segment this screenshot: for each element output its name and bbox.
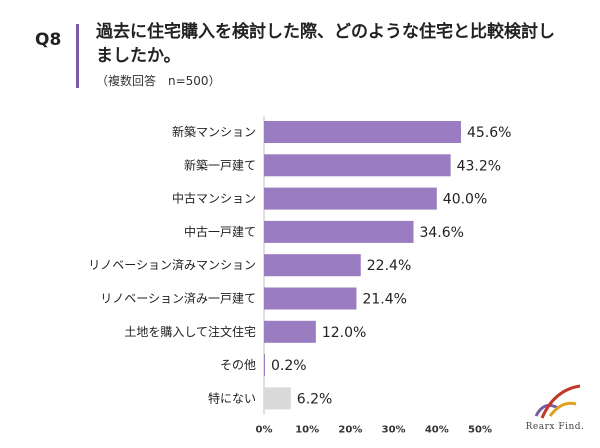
category-label: 新築一戸建て [184, 157, 256, 172]
category-label: 土地を購入して注文住宅 [124, 324, 256, 339]
data-label: 6.2% [297, 391, 333, 407]
accent-divider [76, 24, 79, 88]
bar [264, 387, 291, 410]
category-label: 中古一戸建て [184, 224, 256, 239]
bar [264, 254, 361, 277]
data-label: 34.6% [419, 225, 463, 241]
logo-text: Rearx Find. [525, 422, 585, 432]
bar [264, 121, 461, 143]
data-label: 21.4% [362, 292, 406, 308]
bar [264, 320, 316, 343]
category-label: 新築マンション [172, 124, 256, 139]
data-label: 40.0% [443, 192, 487, 208]
category-label: その他 [220, 358, 256, 372]
data-label: 12.0% [322, 325, 366, 341]
chart-title: 過去に住宅購入を検討した際、どのような住宅と比較検討しましたか。 [96, 22, 555, 66]
chart-subtitle: （複数回答 n=500） [96, 74, 221, 88]
x-tick-label: 0% [256, 424, 273, 435]
bar [264, 354, 265, 377]
x-tick-label: 30% [382, 424, 406, 435]
logo-mark-icon [534, 384, 581, 419]
category-label: リノベーション済み一戸建て [100, 291, 256, 306]
data-label: 22.4% [367, 258, 411, 274]
x-tick-label: 20% [338, 424, 362, 435]
bar [264, 220, 414, 243]
x-tick-label: 10% [295, 424, 319, 435]
bar [264, 154, 451, 177]
brand-logo: Rearx Find. [520, 378, 590, 440]
question-number: Q8 [35, 30, 62, 50]
category-label: 特にない [208, 390, 256, 405]
data-label: 0.2% [271, 358, 307, 374]
category-label: 中古マンション [172, 191, 256, 206]
category-label: リノベーション済みマンション [88, 257, 256, 272]
data-label: 45.6% [467, 125, 511, 141]
bar [264, 287, 357, 310]
x-tick-label: 40% [425, 424, 449, 435]
bar [264, 187, 437, 210]
data-label: 43.2% [457, 158, 501, 174]
x-tick-label: 50% [468, 424, 492, 435]
